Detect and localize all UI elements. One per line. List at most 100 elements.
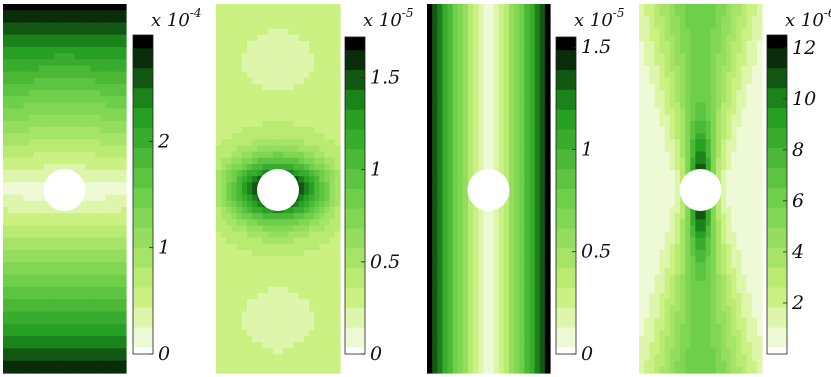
- heatmap-cell: [309, 237, 315, 245]
- heatmap-cell: [267, 250, 274, 257]
- heatmap-cell: [79, 28, 86, 36]
- heatmap-cell: [664, 120, 671, 128]
- heatmap-cell: [267, 59, 274, 67]
- heatmap-cell: [241, 114, 248, 122]
- heatmap-cell: [64, 243, 71, 251]
- heatmap-cell: [669, 120, 676, 128]
- heatmap-cell: [705, 83, 712, 91]
- heatmap-cell: [334, 176, 341, 183]
- heatmap-cell: [252, 188, 258, 196]
- heatmap-cell: [303, 114, 310, 122]
- heatmap-cell: [519, 311, 525, 319]
- heatmap-cell: [721, 127, 727, 134]
- heatmap-cell: [432, 65, 438, 73]
- heatmap-cell: [690, 120, 696, 128]
- heatmap-cell: [283, 311, 289, 319]
- heatmap-cell: [59, 336, 66, 343]
- heatmap-cell: [334, 256, 341, 263]
- heatmap-cell: [303, 194, 310, 202]
- heatmap-cell: [236, 243, 243, 251]
- heatmap-cell: [74, 59, 81, 67]
- heatmap-cell: [539, 182, 546, 190]
- heatmap-cell: [442, 336, 449, 343]
- heatmap-cell: [59, 243, 66, 251]
- heatmap-cell: [64, 305, 71, 313]
- heatmap-cell: [309, 157, 315, 165]
- heatmap-cell: [457, 65, 464, 73]
- heatmap-cell: [115, 323, 122, 331]
- heatmap-cell: [221, 231, 227, 239]
- heatmap-cell: [539, 200, 546, 208]
- heatmap-cell: [751, 28, 758, 36]
- heatmap-cell: [231, 133, 238, 140]
- hole-marker: [257, 169, 299, 211]
- heatmap-cell: [257, 28, 264, 36]
- heatmap-cell: [309, 280, 315, 288]
- heatmap-cell: [478, 59, 484, 67]
- heatmap-cell: [539, 163, 546, 171]
- heatmap-cell: [309, 317, 315, 325]
- heatmap-cell: [115, 83, 122, 91]
- heatmap-cell: [267, 366, 274, 374]
- heatmap-cell: [38, 256, 45, 263]
- colorbar-segment: [133, 48, 153, 56]
- heatmap-cell: [38, 133, 45, 140]
- heatmap-cell: [509, 200, 515, 208]
- heatmap-cell: [115, 77, 122, 85]
- heatmap-cell: [303, 268, 310, 276]
- heatmap-cell: [18, 163, 25, 171]
- heatmap-cell: [241, 274, 248, 282]
- heatmap-cell: [85, 329, 91, 337]
- heatmap-cell: [298, 176, 305, 183]
- heatmap-cell: [3, 250, 9, 257]
- heatmap-cell: [529, 108, 536, 116]
- heatmap-cell: [298, 34, 305, 42]
- heatmap-cell: [64, 342, 71, 349]
- heatmap-cell: [272, 323, 279, 331]
- heatmap-cell: [756, 114, 763, 122]
- heatmap-cell: [105, 28, 112, 36]
- heatmap-cell: [283, 225, 289, 233]
- heatmap-cell: [329, 274, 336, 282]
- heatmap-cell: [488, 286, 495, 294]
- heatmap-cell: [226, 225, 233, 233]
- heatmap-cell: [309, 40, 315, 48]
- heatmap-cell: [498, 145, 505, 153]
- heatmap-cell: [69, 16, 76, 24]
- heatmap-cell: [252, 219, 258, 226]
- heatmap-cell: [262, 293, 269, 300]
- heatmap-cell: [272, 256, 279, 263]
- heatmap-cell: [432, 34, 438, 42]
- heatmap-cell: [309, 59, 315, 67]
- heatmap-cell: [483, 219, 490, 226]
- heatmap-cell: [105, 329, 112, 337]
- heatmap-cell: [427, 133, 433, 140]
- heatmap-cell: [262, 219, 269, 226]
- heatmap-cell: [38, 274, 45, 282]
- heatmap-cell: [488, 348, 495, 356]
- heatmap-cell: [272, 311, 279, 319]
- heatmap-cell: [293, 286, 300, 294]
- heatmap-cell: [519, 90, 525, 97]
- heatmap-cell: [64, 250, 71, 257]
- heatmap-cell: [272, 305, 279, 313]
- heatmap-cell: [38, 120, 45, 128]
- heatmap-cell: [432, 219, 438, 226]
- heatmap-cell: [278, 354, 284, 362]
- heatmap-cell: [524, 219, 531, 226]
- heatmap-cell: [100, 22, 107, 30]
- heatmap-cell: [69, 237, 76, 245]
- heatmap-cell: [262, 71, 269, 79]
- heatmap-cell: [498, 256, 505, 263]
- heatmap-cell: [509, 336, 515, 343]
- heatmap-cell: [13, 323, 19, 331]
- heatmap-cell: [334, 262, 341, 270]
- heatmap-cell: [241, 250, 248, 257]
- heatmap-cell: [509, 225, 515, 233]
- heatmap-cell: [8, 77, 14, 85]
- heatmap-cell: [319, 170, 326, 177]
- heatmap-cell: [74, 311, 81, 319]
- heatmap-cell: [452, 348, 459, 356]
- heatmap-cell: [49, 10, 55, 17]
- heatmap-cell: [278, 40, 284, 48]
